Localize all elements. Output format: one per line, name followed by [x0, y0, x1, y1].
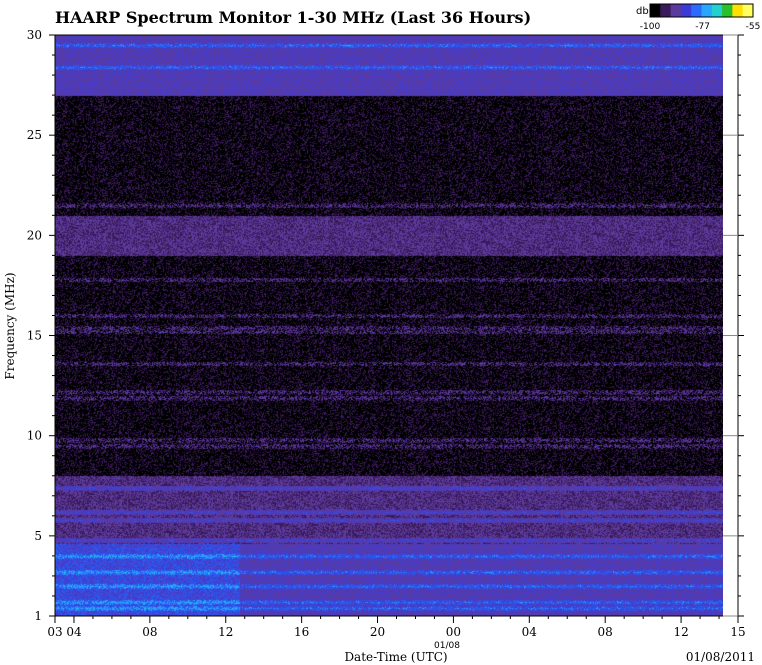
y-tick-label: 10	[27, 429, 42, 443]
y-tick-label: 25	[27, 128, 42, 142]
x-tick-label: 04	[522, 625, 538, 639]
y-tick-label: 1	[34, 609, 42, 623]
y-tick-label: 15	[27, 329, 42, 343]
x-axis-label: Date-Time (UTC)	[344, 650, 447, 664]
x-tick-label: 12	[218, 625, 233, 639]
x-tick-label: 08	[598, 625, 613, 639]
x-tick-label: 15	[730, 625, 745, 639]
colorbar-swatch	[742, 4, 754, 17]
x-tick-label: 20	[370, 625, 385, 639]
colorbar-swatch	[650, 4, 661, 17]
colorbar: db -100 -77 -55	[636, 3, 761, 32]
colorbar-tick-label: -55	[746, 22, 761, 32]
colorbar-swatch	[701, 4, 713, 17]
y-tick-label: 20	[27, 228, 42, 242]
y-axis-label: Frequency (MHz)	[3, 272, 17, 379]
colorbar-frame	[649, 3, 754, 18]
colorbar-swatch	[680, 4, 692, 17]
x-tick-label: 12	[673, 625, 688, 639]
x-tick-label: 00	[446, 625, 461, 639]
colorbar-label: db	[636, 6, 649, 17]
colorbar-swatch	[691, 4, 702, 17]
x-axis: 03 04 08 12 16 20 00 04 08 12 15	[47, 616, 746, 639]
colorbar-swatch	[722, 4, 733, 17]
x-tick-label: 08	[142, 625, 157, 639]
colorbar-tick-label: -77	[695, 22, 710, 32]
day-marker-label: 01/08	[434, 641, 460, 651]
spectrogram-heatmap	[55, 35, 723, 616]
colorbar-swatch	[732, 4, 744, 17]
x-tick-label: 04	[66, 625, 82, 639]
x-tick-label: 16	[294, 625, 309, 639]
colorbar-swatch	[711, 4, 723, 17]
x-tick-label: 03	[47, 625, 62, 639]
y-tick-label: 30	[27, 28, 42, 42]
colorbar-swatch	[670, 4, 682, 17]
chart-title: HAARP Spectrum Monitor 1-30 MHz (Last 36…	[55, 8, 531, 27]
y-tick-label: 5	[34, 529, 42, 543]
colorbar-swatch	[660, 4, 672, 17]
date-label: 01/08/2011	[686, 650, 755, 664]
colorbar-tick-label: -100	[640, 22, 661, 32]
